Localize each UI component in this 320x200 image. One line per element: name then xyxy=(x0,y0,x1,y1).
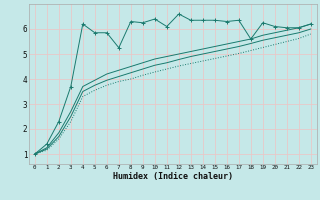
X-axis label: Humidex (Indice chaleur): Humidex (Indice chaleur) xyxy=(113,172,233,181)
